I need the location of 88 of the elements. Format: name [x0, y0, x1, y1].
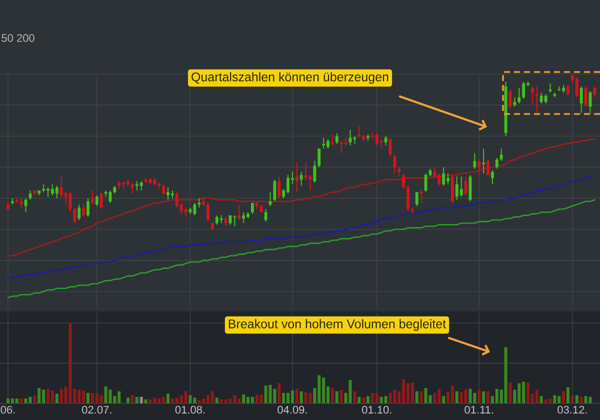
bar	[478, 390, 481, 404]
bar	[215, 398, 218, 404]
bar	[486, 391, 490, 404]
bar	[362, 398, 366, 404]
bar	[308, 392, 312, 404]
x-tick-label: 06.	[0, 406, 15, 414]
bar	[68, 323, 72, 404]
bar	[535, 390, 538, 404]
bar	[420, 391, 423, 404]
bar	[508, 382, 512, 404]
bar	[55, 394, 58, 404]
bar	[300, 391, 303, 404]
bar	[330, 388, 334, 404]
bar	[126, 398, 130, 404]
bar	[384, 396, 388, 404]
bar	[104, 386, 108, 404]
bar	[304, 392, 308, 404]
bar	[584, 396, 588, 404]
bar	[562, 391, 566, 404]
bar	[353, 391, 356, 404]
bar	[268, 384, 272, 404]
bar	[575, 395, 578, 404]
bar	[33, 395, 36, 404]
x-tick-label: 01.10.	[362, 406, 392, 414]
bar	[250, 396, 254, 404]
x-tick-label: 01.11.	[464, 406, 493, 414]
bar	[295, 388, 298, 404]
bar	[358, 396, 361, 404]
bar	[455, 391, 458, 404]
bar	[108, 390, 112, 404]
x-tick-label: 04.09.	[278, 406, 307, 414]
bar	[450, 386, 454, 404]
bar	[410, 382, 414, 404]
bar	[135, 396, 138, 404]
bar	[335, 391, 338, 404]
bar	[375, 394, 378, 404]
bar	[188, 395, 192, 404]
x-tick-label: 03.12.	[558, 406, 587, 414]
bar	[148, 399, 152, 404]
bar	[570, 395, 574, 404]
bar	[20, 398, 23, 404]
x-tick-label: 01.08.	[175, 406, 204, 414]
bar	[140, 396, 143, 404]
bar	[242, 394, 246, 404]
bar	[50, 390, 54, 404]
bar	[184, 391, 188, 404]
bar	[290, 390, 294, 404]
annotation: Quartalszahlen können überzeugen	[192, 72, 388, 84]
bar	[24, 398, 28, 404]
x-tick-label: 02.07.	[82, 406, 112, 414]
bar	[260, 394, 263, 404]
bar	[464, 390, 468, 404]
annotation: Breakout von hohem Volumen begleitet	[228, 319, 446, 331]
bar	[198, 400, 201, 404]
text: 50 200	[2, 34, 34, 42]
bar	[100, 395, 103, 404]
bar	[210, 391, 214, 404]
bar	[166, 394, 170, 404]
bar	[588, 396, 592, 404]
bar	[442, 396, 446, 404]
bar	[348, 380, 352, 404]
bar	[415, 391, 418, 404]
bar	[130, 395, 134, 404]
bar	[264, 386, 268, 404]
bar	[580, 396, 583, 404]
bar	[433, 392, 436, 404]
bar	[340, 390, 343, 404]
bar	[282, 392, 286, 404]
bar	[144, 399, 148, 404]
bar	[540, 396, 543, 404]
bar	[28, 396, 32, 404]
bar	[224, 399, 228, 404]
bar	[38, 388, 41, 404]
bar	[228, 398, 232, 404]
bar	[278, 383, 281, 404]
bar	[544, 399, 548, 404]
bar	[86, 392, 90, 404]
bar	[482, 391, 486, 404]
bar	[504, 347, 508, 404]
bar	[553, 395, 556, 404]
bar	[468, 388, 472, 404]
bar	[424, 388, 428, 404]
bar	[526, 382, 530, 404]
bar	[548, 398, 552, 404]
bar	[366, 396, 370, 404]
bar	[388, 392, 392, 404]
bar	[566, 387, 570, 404]
bar	[15, 398, 18, 404]
